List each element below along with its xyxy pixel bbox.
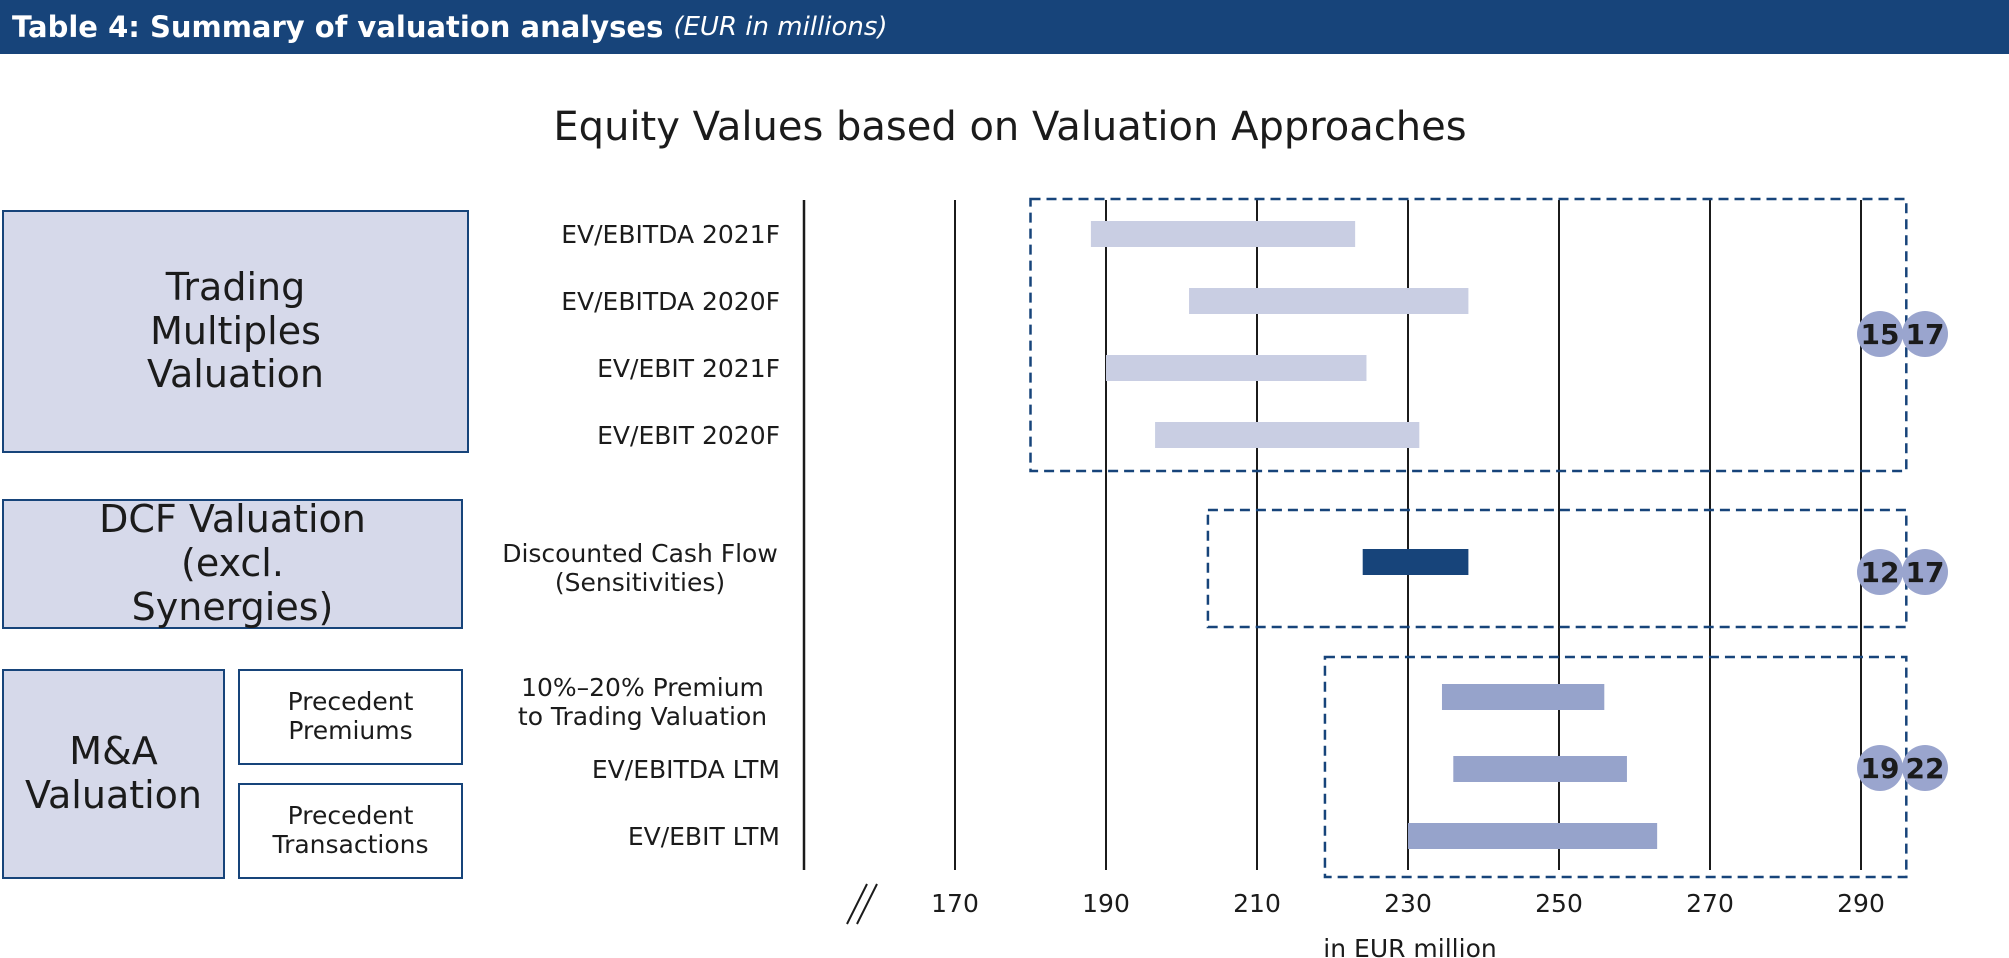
- x-tick-label: 190: [1082, 889, 1130, 918]
- axis-break-mark: [856, 883, 878, 925]
- range-bar: [1408, 823, 1658, 849]
- x-tick-label: 210: [1233, 889, 1281, 918]
- x-axis-label: in EUR million: [1323, 934, 1496, 958]
- x-tick-label: 230: [1384, 889, 1432, 918]
- reference-badge: [1902, 549, 1948, 595]
- category-trading-multiples-label: Trading Multiples Valuation: [146, 264, 325, 397]
- reference-badge: [1857, 745, 1903, 791]
- row-label: EV/EBITDA 2020F: [561, 287, 780, 316]
- reference-badge-number: 22: [1906, 752, 1945, 785]
- category-dcf: DCF Valuation (excl. Synergies): [2, 497, 463, 629]
- row-label: 10%–20% Premium to Trading Valuation: [517, 673, 768, 731]
- chart-title: Equity Values based on Valuation Approac…: [553, 104, 1467, 150]
- table-title-bar: Table 4: Summary of valuation analyses (…: [0, 0, 2009, 54]
- x-tick-label: 270: [1686, 889, 1734, 918]
- table-title: Table 4: Summary of valuation analyses: [12, 10, 664, 44]
- x-tick-label: 290: [1837, 889, 1885, 918]
- range-bar: [1441, 684, 1605, 710]
- row-label: EV/EBIT 2021F: [597, 354, 780, 383]
- subcategory-precedent-premiums-label: Precedent Premiums: [287, 687, 414, 745]
- x-tick-label: 170: [931, 889, 979, 918]
- reference-badge: [1857, 549, 1903, 595]
- x-tick-label: 250: [1535, 889, 1583, 918]
- reference-badge: [1902, 311, 1948, 357]
- axis-break-mark: [846, 883, 868, 925]
- row-label: EV/EBIT 2020F: [597, 421, 780, 450]
- subcategory-precedent-transactions: Precedent Transactions: [238, 783, 463, 879]
- reference-badge: [1857, 311, 1903, 357]
- category-ma-label: M&A Valuation: [24, 729, 203, 817]
- reference-badge: [1902, 745, 1948, 791]
- category-dcf-label: DCF Valuation (excl. Synergies): [99, 497, 366, 629]
- range-bar: [1155, 422, 1420, 448]
- reference-badge-number: 17: [1906, 318, 1945, 351]
- reference-badge-number: 17: [1906, 556, 1945, 589]
- subcategory-precedent-premiums: Precedent Premiums: [238, 669, 463, 765]
- row-label: EV/EBITDA 2021F: [561, 220, 780, 249]
- range-bar: [1453, 756, 1627, 782]
- range-bar: [1189, 288, 1469, 314]
- category-ma: M&A Valuation: [2, 669, 225, 879]
- range-bar: [1090, 221, 1356, 247]
- row-label: EV/EBITDA LTM: [591, 755, 780, 784]
- subcategory-precedent-transactions-label: Precedent Transactions: [272, 801, 429, 859]
- reference-badge-number: 19: [1861, 752, 1900, 785]
- reference-badge-number: 12: [1861, 556, 1900, 589]
- group-frame: [1206, 508, 1908, 629]
- row-label: EV/EBIT LTM: [627, 822, 780, 851]
- category-trading-multiples: Trading Multiples Valuation: [2, 210, 469, 453]
- row-label: Discounted Cash Flow (Sensitivities): [502, 539, 778, 597]
- reference-badge-number: 15: [1861, 318, 1900, 351]
- range-bar: [1362, 549, 1469, 575]
- table-subtitle: (EUR in millions): [673, 12, 888, 42]
- range-bar: [1106, 355, 1367, 381]
